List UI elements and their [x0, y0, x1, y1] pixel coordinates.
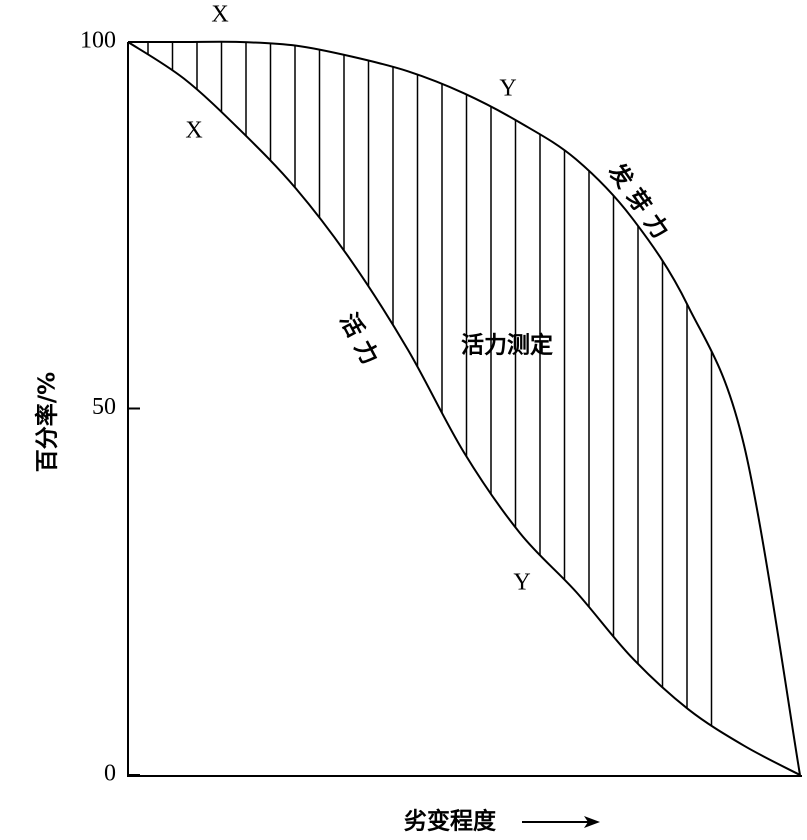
- y-tick-label: 0: [104, 761, 116, 787]
- y-axis-label: 百分率/%: [34, 372, 61, 472]
- x-axis-label: 劣变程度: [404, 808, 497, 835]
- annotation: Y: [513, 570, 530, 596]
- annotation: Y: [499, 76, 516, 102]
- annotation: 活力测定: [461, 332, 553, 359]
- annotation: X: [211, 2, 228, 28]
- line: [128, 40, 801, 776]
- y-tick-label: 100: [80, 28, 116, 54]
- line: [127, 41, 801, 776]
- annotation: 活力: [334, 309, 386, 376]
- annotation: X: [185, 118, 202, 144]
- hatching: [147, 42, 713, 775]
- x-arrow-head: [584, 816, 600, 828]
- y-tick-label: 50: [92, 394, 116, 420]
